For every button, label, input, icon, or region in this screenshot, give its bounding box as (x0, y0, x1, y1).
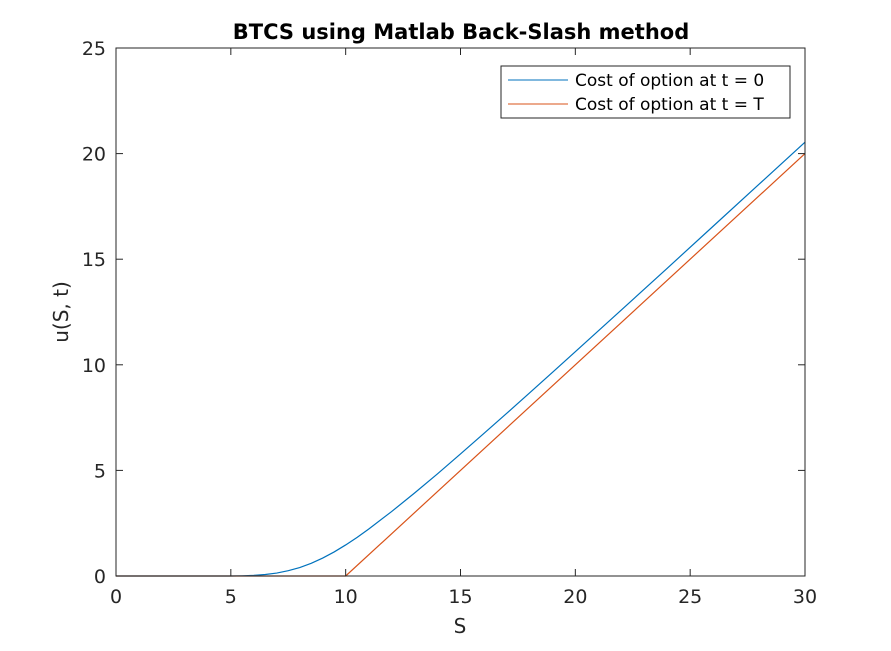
series-line-0 (116, 141, 806, 577)
y-tick-label: 5 (94, 460, 106, 482)
x-tick-label: 20 (563, 586, 587, 608)
y-tick-label: 20 (82, 144, 106, 166)
x-tick-label: 10 (334, 586, 358, 608)
x-tick-label: 15 (448, 586, 472, 608)
y-tick-label: 15 (82, 249, 106, 271)
y-tick-label: 25 (82, 38, 106, 60)
y-tick-label: 10 (82, 355, 106, 377)
legend-label-t0: Cost of option at t = 0 (575, 71, 764, 91)
x-tick-label: 5 (225, 586, 237, 608)
legend: Cost of option at t = 0 Cost of option a… (500, 65, 791, 119)
plot-area (116, 48, 805, 576)
x-tick-label: 30 (793, 586, 817, 608)
x-tick-label: 25 (678, 586, 702, 608)
legend-box (500, 65, 791, 119)
y-axis-label: u(S, t) (49, 281, 73, 343)
x-tick-label: 0 (110, 586, 122, 608)
ticks-layer: 0 5 10 15 20 25 30 0 5 10 15 20 25 (82, 38, 817, 608)
y-tick-label: 0 (94, 566, 106, 588)
chart-title: BTCS using Matlab Back-Slash method (233, 20, 689, 44)
legend-label-tT: Cost of option at t = T (575, 95, 764, 115)
x-axis-label: S (454, 614, 467, 638)
